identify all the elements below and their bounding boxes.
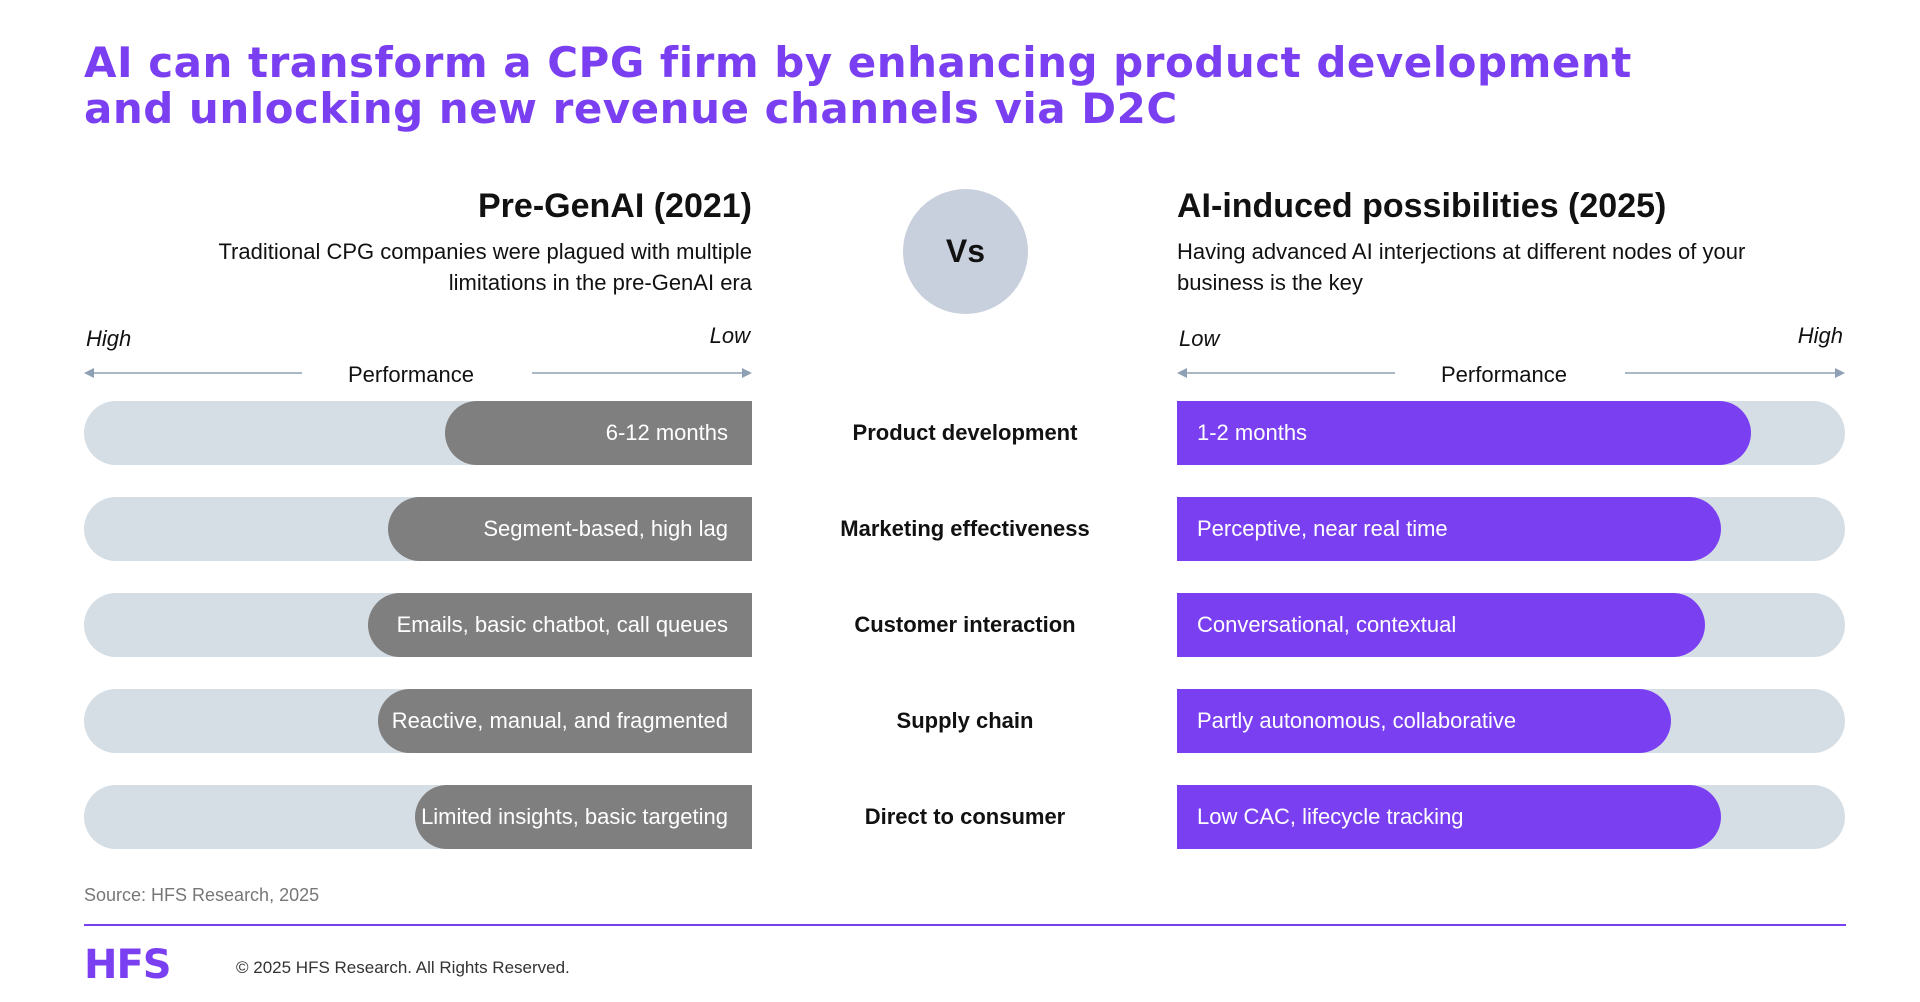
comparison-row-marketing-effectiveness: Segment-based, high lag Marketing effect… bbox=[0, 497, 1920, 561]
vs-label: Vs bbox=[945, 233, 986, 269]
left-bar: 6-12 months bbox=[444, 401, 752, 465]
comparison-row-direct-to-consumer: Limited insights, basic targeting Direct… bbox=[0, 785, 1920, 849]
title-line-1: AI can transform a CPG firm by enhancing… bbox=[84, 38, 1632, 87]
category-label: Supply chain bbox=[896, 708, 1034, 733]
left-track: Emails, basic chatbot, call queues bbox=[84, 593, 752, 657]
left-track: Segment-based, high lag bbox=[84, 497, 752, 561]
left-track: Reactive, manual, and fragmented bbox=[84, 689, 752, 753]
source-note: Source: HFS Research, 2025 bbox=[84, 885, 320, 905]
right-bar: Low CAC, lifecycle tracking bbox=[1177, 785, 1722, 849]
left-axis-label: Performance bbox=[348, 362, 474, 387]
right-track: 1-2 months bbox=[1177, 401, 1845, 465]
right-performance-axis: Low High Performance bbox=[1177, 320, 1845, 390]
left-performance-axis: High Low Performance bbox=[84, 320, 752, 390]
copyright-text: © 2025 HFS Research. All Rights Reserved… bbox=[236, 958, 570, 977]
left-bar: Segment-based, high lag bbox=[387, 497, 752, 561]
right-header: AI-induced possibilities (2025) Having a… bbox=[1177, 186, 1857, 298]
vs-circle: Vs bbox=[903, 189, 1028, 314]
left-track: Limited insights, basic targeting bbox=[84, 785, 752, 849]
left-header-subtitle: Traditional CPG companies were plagued w… bbox=[218, 239, 752, 295]
right-axis-end-label: High bbox=[1797, 323, 1843, 348]
right-track: Perceptive, near real time bbox=[1177, 497, 1845, 561]
right-track: Partly autonomous, collaborative bbox=[1177, 689, 1845, 753]
right-axis-start-label: Low bbox=[1179, 326, 1220, 351]
hfs-logo: HFS bbox=[84, 942, 172, 988]
comparison-row-customer-interaction: Emails, basic chatbot, call queues Custo… bbox=[0, 593, 1920, 657]
page-title: AI can transform a CPG firm by enhancing… bbox=[84, 40, 1864, 132]
category-label: Customer interaction bbox=[854, 612, 1076, 637]
comparison-row-supply-chain: Reactive, manual, and fragmented Supply … bbox=[0, 689, 1920, 753]
right-header-title: AI-induced possibilities (2025) bbox=[1177, 187, 1667, 225]
left-bar: Limited insights, basic targeting bbox=[414, 785, 752, 849]
right-track: Conversational, contextual bbox=[1177, 593, 1845, 657]
left-bar: Emails, basic chatbot, call queues bbox=[367, 593, 752, 657]
category-label: Direct to consumer bbox=[864, 804, 1066, 829]
left-axis-arrows bbox=[84, 368, 752, 378]
footer-divider bbox=[84, 924, 1846, 926]
left-axis-end-label: Low bbox=[709, 323, 750, 348]
right-bar: Perceptive, near real time bbox=[1177, 497, 1722, 561]
right-bar: Partly autonomous, collaborative bbox=[1177, 689, 1672, 753]
category-label: Product development bbox=[852, 420, 1078, 445]
right-bar: 1-2 months bbox=[1177, 401, 1752, 465]
title-line-2: and unlocking new revenue channels via D… bbox=[84, 84, 1178, 133]
left-header: Pre-GenAI (2021) Traditional CPG compani… bbox=[84, 186, 752, 298]
right-track: Low CAC, lifecycle tracking bbox=[1177, 785, 1845, 849]
right-axis-arrows bbox=[1177, 368, 1845, 378]
left-track: 6-12 months bbox=[84, 401, 752, 465]
left-header-title: Pre-GenAI (2021) bbox=[478, 187, 752, 225]
left-axis-start-label: High bbox=[86, 326, 132, 351]
left-bar: Reactive, manual, and fragmented bbox=[377, 689, 752, 753]
right-header-subtitle: Having advanced AI interjections at diff… bbox=[1177, 239, 1746, 295]
category-label: Marketing effectiveness bbox=[840, 516, 1090, 541]
comparison-row-product-development: 6-12 months Product development 1-2 mont… bbox=[0, 401, 1920, 465]
right-axis-label: Performance bbox=[1441, 362, 1567, 387]
right-bar: Conversational, contextual bbox=[1177, 593, 1705, 657]
